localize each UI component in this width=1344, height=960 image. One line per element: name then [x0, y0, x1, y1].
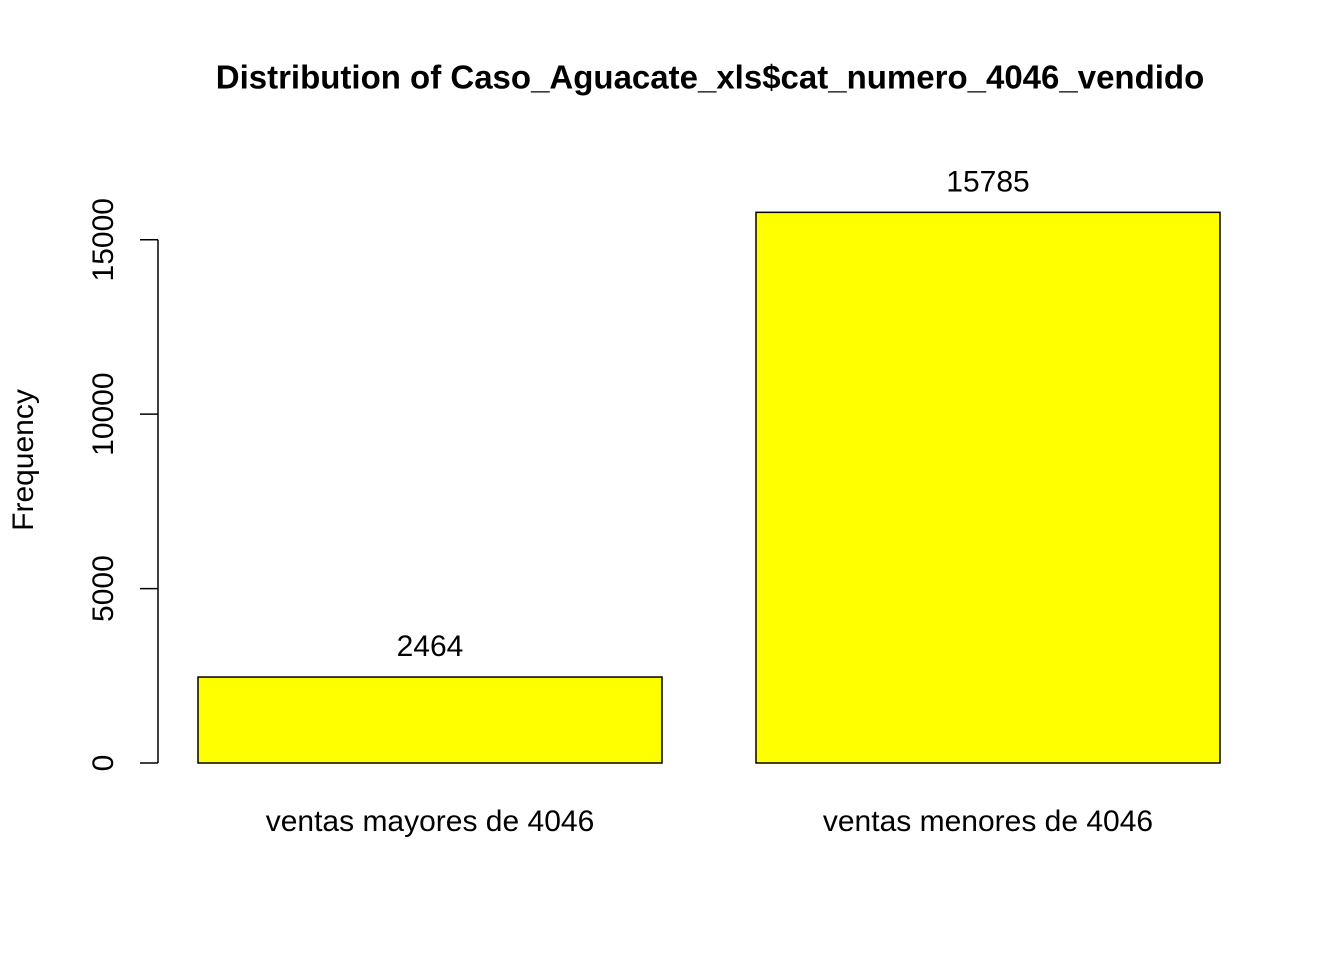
chart-title: Distribution of Caso_Aguacate_xls$cat_nu… [216, 59, 1205, 96]
y-tick-label: 15000 [87, 198, 120, 281]
bar [197, 676, 663, 764]
value-label: 2464 [397, 630, 464, 663]
x-tick-label: ventas mayores de 4046 [266, 805, 595, 838]
bar [755, 211, 1221, 764]
y-tick-label: 5000 [87, 555, 120, 622]
y-tick-label: 0 [87, 755, 120, 772]
y-axis-label: Frequency [7, 389, 40, 531]
value-label: 15785 [946, 165, 1029, 198]
x-tick-label: ventas menores de 4046 [823, 805, 1153, 838]
y-tick-label: 10000 [87, 372, 120, 455]
